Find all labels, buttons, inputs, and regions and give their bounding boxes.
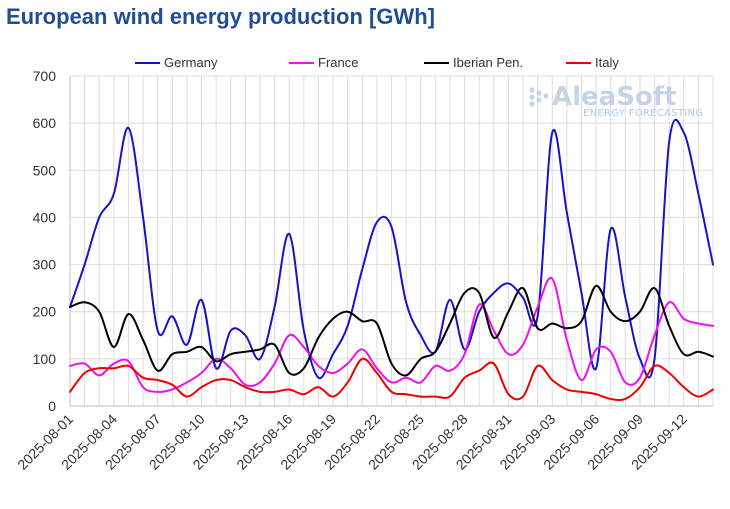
legend-label-france: France xyxy=(318,55,358,70)
y-tick-label: 600 xyxy=(33,115,57,131)
y-tick-label: 0 xyxy=(48,398,56,414)
legend-label-iberian-pen: Iberian Pen. xyxy=(453,55,523,70)
chart-legend: Germany France Iberian Pen. Italy xyxy=(135,55,619,70)
y-tick-label: 500 xyxy=(33,162,57,178)
chart-title: European wind energy production [GWh] xyxy=(6,4,435,29)
legend-label-italy: Italy xyxy=(595,55,619,70)
y-tick-label: 100 xyxy=(33,351,57,367)
series-line-italy xyxy=(69,357,714,401)
watermark-brand: AleaSoft xyxy=(552,82,677,112)
watermark-tagline: ENERGY FORECASTING xyxy=(583,108,703,119)
series-line-iberian-pen xyxy=(69,284,714,377)
legend-label-germany: Germany xyxy=(164,55,218,70)
y-tick-label: 700 xyxy=(33,68,57,84)
chart-series xyxy=(69,118,714,401)
chart-axes: 01002003004005006007002025-08-012025-08-… xyxy=(14,68,713,473)
logo-dots-icon xyxy=(529,87,549,107)
aleasoft-watermark: AleaSoft ENERGY FORECASTING xyxy=(529,82,703,119)
y-tick-label: 400 xyxy=(33,209,57,225)
series-line-germany xyxy=(69,118,714,380)
y-tick-label: 300 xyxy=(33,257,57,273)
y-tick-label: 200 xyxy=(33,304,57,320)
